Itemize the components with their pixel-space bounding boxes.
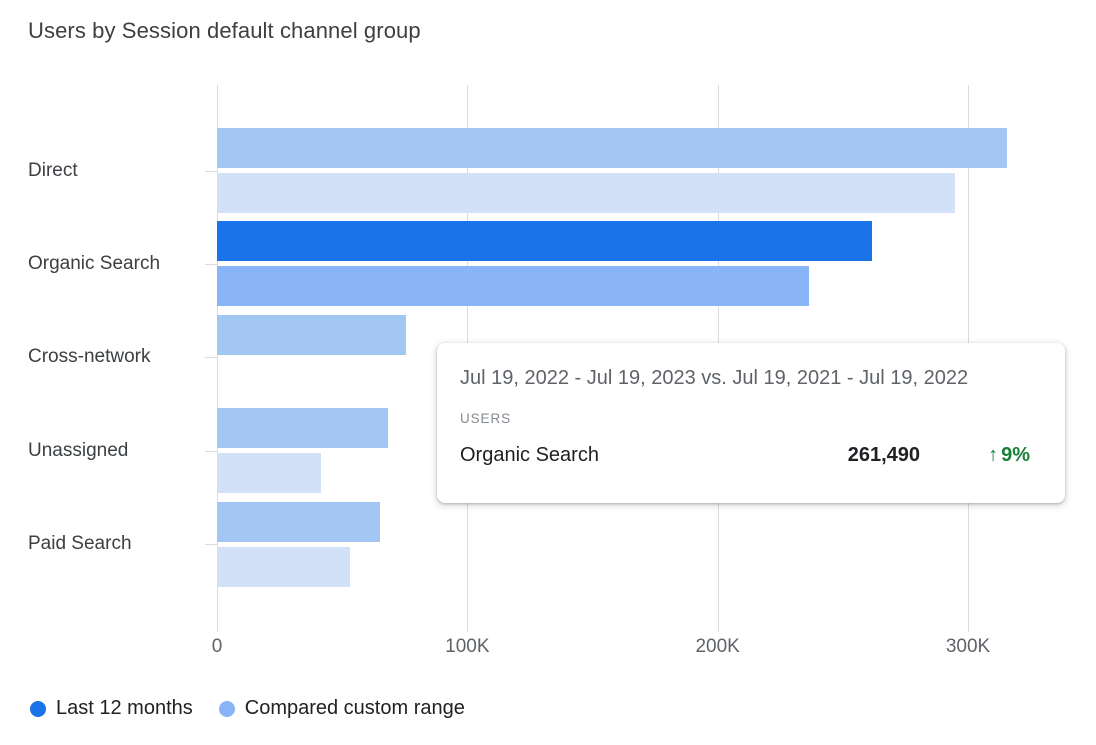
category-tick bbox=[205, 450, 217, 452]
category-label-organic-search: Organic Search bbox=[28, 252, 161, 274]
tooltip-value: 261,490 bbox=[847, 444, 920, 466]
legend-item-label: Last 12 months bbox=[56, 697, 193, 719]
legend-dot-icon bbox=[30, 700, 46, 717]
category-tick bbox=[205, 263, 217, 265]
bar-direct-current[interactable] bbox=[217, 128, 1007, 168]
bar-unassigned-current[interactable] bbox=[217, 408, 389, 449]
category-tick bbox=[205, 544, 217, 546]
tooltip-change: ↑ 9% bbox=[988, 444, 1030, 467]
tooltip-change-percent: 9% bbox=[1001, 444, 1030, 466]
bar-organic-search-current[interactable] bbox=[217, 221, 872, 262]
category-label-unassigned: Unassigned bbox=[28, 439, 129, 461]
legend-item-last-12-months[interactable]: Last 12 months bbox=[30, 697, 193, 720]
chart-legend: Last 12 months Compared custom range bbox=[30, 697, 465, 720]
x-axis-tick-label: 200K bbox=[695, 636, 740, 657]
legend-dot-icon bbox=[218, 700, 235, 717]
chart-tooltip: Jul 19, 2022 - Jul 19, 2023 vs. Jul 19, … bbox=[437, 343, 1065, 503]
x-gridline bbox=[217, 85, 218, 632]
legend-item-compared-custom-range[interactable]: Compared custom range bbox=[218, 697, 465, 720]
arrow-up-icon: ↑ bbox=[988, 444, 999, 466]
category-label-direct: Direct bbox=[28, 159, 78, 181]
bar-organic-search-compared[interactable] bbox=[217, 266, 810, 307]
bar-cross-network-current[interactable] bbox=[217, 314, 406, 355]
category-label-cross-network: Cross-network bbox=[28, 346, 151, 368]
category-tick bbox=[205, 170, 217, 172]
chart-title: Users by Session default channel group bbox=[28, 18, 421, 43]
x-axis-tick-label: 0 bbox=[211, 636, 223, 657]
bar-paid-search-compared[interactable] bbox=[217, 546, 350, 587]
tooltip-metric-label: USERS bbox=[460, 411, 512, 426]
category-label-paid-search: Paid Search bbox=[28, 533, 132, 555]
tooltip-category-label: Organic Search bbox=[460, 444, 599, 466]
bar-direct-compared[interactable] bbox=[217, 173, 956, 213]
tooltip-date-range: Jul 19, 2022 - Jul 19, 2023 vs. Jul 19, … bbox=[460, 367, 969, 389]
legend-item-label: Compared custom range bbox=[244, 697, 465, 719]
category-tick bbox=[205, 357, 217, 359]
bar-unassigned-compared[interactable] bbox=[217, 453, 321, 494]
x-axis-tick-label: 100K bbox=[445, 636, 490, 657]
x-axis-tick-label: 300K bbox=[945, 636, 991, 657]
bar-paid-search-current[interactable] bbox=[217, 501, 380, 542]
